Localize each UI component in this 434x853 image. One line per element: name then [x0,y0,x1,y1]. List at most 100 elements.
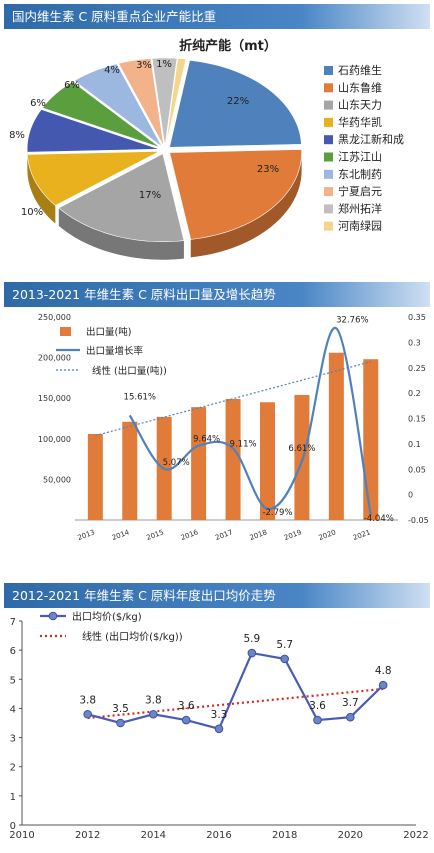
legend-swatch [324,152,333,162]
y-tick-label: 7 [10,617,16,628]
legend-label: 出口量(吨) [86,326,131,338]
y2-tick-label: 0.35 [408,313,426,322]
price-data-label: 3.8 [145,694,162,706]
pie-banner: 国内维生素 C 原料重点企业产能比重 [4,4,430,29]
pie-slice [165,58,187,147]
y-tick-label: 150,000 [38,394,71,403]
legend-label: 东北制药 [338,168,382,181]
legend-label: 山东鲁维 [338,80,382,94]
pie-data-label: 6% [64,80,80,91]
pie-data-label: 23% [257,164,279,175]
x-tick-label: 2020 [318,528,337,542]
price-data-label: 3.3 [211,709,228,721]
pie-slice [27,151,160,206]
price-data-label: 5.9 [243,633,260,645]
pie-data-label: 4% [104,65,120,76]
x-tick-label: 2014 [141,830,166,841]
growth-rate-label: -4.04% [364,514,394,524]
y2-tick-label: 0.25 [408,364,426,373]
export-volume-bar [225,399,241,520]
y-tick-label: 50,000 [43,475,71,484]
y2-tick-label: 0.2 [408,389,421,398]
price-point [313,715,322,725]
y-tick-label: 1 [10,792,16,803]
legend-swatch [324,221,333,231]
export-volume-bar [363,359,379,520]
legend-label: 石药维生 [338,63,382,77]
export-volume-bar [191,407,207,520]
growth-rate-line [128,327,372,516]
growth-rate-label: 32.76% [336,315,368,325]
pie-chart: 折纯产能（mt） 22% 23% 17% 10% 8% 6% 6% 4% 3% 1% 石药维生山东鲁… [9,38,404,260]
pie-slice [169,60,302,148]
pie-side [190,152,302,258]
legend-label: 出口均价($/kg) [72,610,142,623]
x-tick-label: 2018 [249,528,268,542]
y2-tick-label: 0.15 [408,415,426,424]
legend-label: 华药华凯 [338,115,382,129]
export-volume-bar [294,394,310,520]
price-point [181,715,191,725]
export-volume-chart: 50,000 100,000 150,000 200,000 250,000 -0.05 0… [38,313,429,542]
pie-data-label: 17% [139,190,161,201]
price-point [280,654,289,664]
y-tick-label: 100,000 [38,435,71,444]
legend-marker [48,611,58,621]
price-point [346,712,355,722]
pie-slice [41,81,161,148]
x-tick-label: 2015 [145,528,164,542]
legend-swatch [324,204,333,214]
pie-data-label: 3% [136,60,152,71]
pie-side [27,154,56,224]
pie-data-label: 1% [156,59,172,70]
price-data-label: 5.7 [276,639,293,651]
pie-slice [26,109,160,153]
legend-swatch [60,327,71,336]
pie-data-label: 6% [30,98,46,109]
legend-swatch [324,135,333,145]
export-price-banner: 2012-2021 年维生素 C 原料年度出口均价走势 [4,583,430,608]
price-point [378,680,388,690]
legend-swatch [324,83,333,93]
export-volume-banner: 2013-2021 年维生素 C 原料出口量及增长趋势 [4,282,430,307]
legend-swatch [324,117,333,127]
legend-label: 黑龙江新和成 [338,132,404,146]
legend-label: 宁夏启元 [338,184,382,198]
legend-swatch [324,66,333,75]
pie-slice [151,57,178,147]
price-point [149,709,158,719]
export-volume-panel: 2013-2021 年维生素 C 原料出口量及增长趋势 50,000 100,00… [0,282,434,572]
price-data-label: 3.6 [309,700,326,712]
growth-rate-label: 15.61% [124,392,156,402]
pie-slice [58,153,185,243]
export-price-panel: 2012-2021 年维生素 C 原料年度出口均价走势 0 1 2 3 4 5 6 7 2010… [0,583,434,853]
pie-panel: 国内维生素 C 原料重点企业产能比重 折纯产能（mt） 22% 23% 17% 10%… [0,0,434,268]
x-tick-label: 2016 [180,528,200,542]
y2-tick-label: 0.1 [408,440,421,449]
price-data-label: 3.6 [178,700,195,712]
pie-slice [118,58,164,147]
growth-rate-label: 6.61% [288,444,315,454]
x-tick-label: 2013 [77,528,96,542]
export-volume-bar [87,433,103,520]
price-data-label: 3.7 [342,697,359,709]
legend-label: 郑州拓洋 [338,201,382,215]
pie-side [58,207,184,260]
pie-data-label: 10% [21,207,43,218]
y-tick-label: 0 [10,821,16,832]
price-point [247,648,257,658]
export-price-chart: 0 1 2 3 4 5 6 7 2010 2012 2014 2016 2018 2020 2022 3.8 3… [9,610,428,841]
price-line [87,651,384,731]
legend-label: 河南绿园 [338,219,382,233]
pie-data-label: 8% [9,130,25,141]
export-volume-bar [122,421,138,520]
legend-swatch [324,100,333,110]
x-tick-label: 2010 [9,830,34,841]
export-volume-bar [259,402,275,520]
x-tick-label: 2021 [352,528,371,542]
pie-slice [169,149,302,240]
y-tick-label: 2 [10,763,16,774]
growth-rate-label: -2.79% [262,508,292,518]
export-volume-bar [328,352,344,520]
legend-swatch [324,187,333,197]
